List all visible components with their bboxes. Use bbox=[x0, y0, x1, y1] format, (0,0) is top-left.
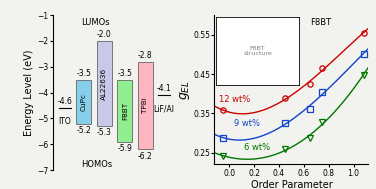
Bar bbox=[76, 80, 91, 124]
Text: -4.1: -4.1 bbox=[157, 84, 171, 93]
Text: 12 wt%: 12 wt% bbox=[219, 94, 250, 104]
Text: TPBi: TPBi bbox=[143, 98, 149, 113]
Text: HOMOs: HOMOs bbox=[81, 160, 112, 169]
Text: -3.5: -3.5 bbox=[76, 69, 91, 78]
Text: -2.0: -2.0 bbox=[97, 30, 112, 39]
Text: F8BT
structure: F8BT structure bbox=[243, 46, 272, 57]
Text: F8BT: F8BT bbox=[122, 102, 128, 120]
Text: -3.5: -3.5 bbox=[117, 69, 132, 78]
Y-axis label: $g_{EL}$: $g_{EL}$ bbox=[178, 80, 192, 100]
Text: ITO: ITO bbox=[59, 117, 71, 126]
Text: -2.8: -2.8 bbox=[138, 50, 153, 60]
Bar bbox=[117, 80, 132, 142]
Bar bbox=[138, 62, 153, 149]
X-axis label: Order Parameter: Order Parameter bbox=[250, 180, 332, 189]
Text: -5.9: -5.9 bbox=[117, 144, 132, 153]
Text: LiF/Al: LiF/Al bbox=[153, 104, 174, 113]
Text: 6 wt%: 6 wt% bbox=[244, 143, 270, 152]
Text: AL22636: AL22636 bbox=[101, 67, 107, 100]
Text: -5.3: -5.3 bbox=[97, 128, 112, 137]
Text: 9 wt%: 9 wt% bbox=[234, 119, 260, 128]
Y-axis label: Energy Level (eV): Energy Level (eV) bbox=[24, 49, 35, 136]
Text: F8BT: F8BT bbox=[310, 18, 331, 27]
Text: -5.2: -5.2 bbox=[76, 126, 91, 135]
Bar bbox=[97, 41, 112, 126]
Text: CuPc: CuPc bbox=[80, 93, 86, 111]
Text: -4.6: -4.6 bbox=[58, 97, 73, 105]
Text: -6.2: -6.2 bbox=[138, 152, 153, 160]
Text: LUMOs: LUMOs bbox=[81, 18, 109, 27]
